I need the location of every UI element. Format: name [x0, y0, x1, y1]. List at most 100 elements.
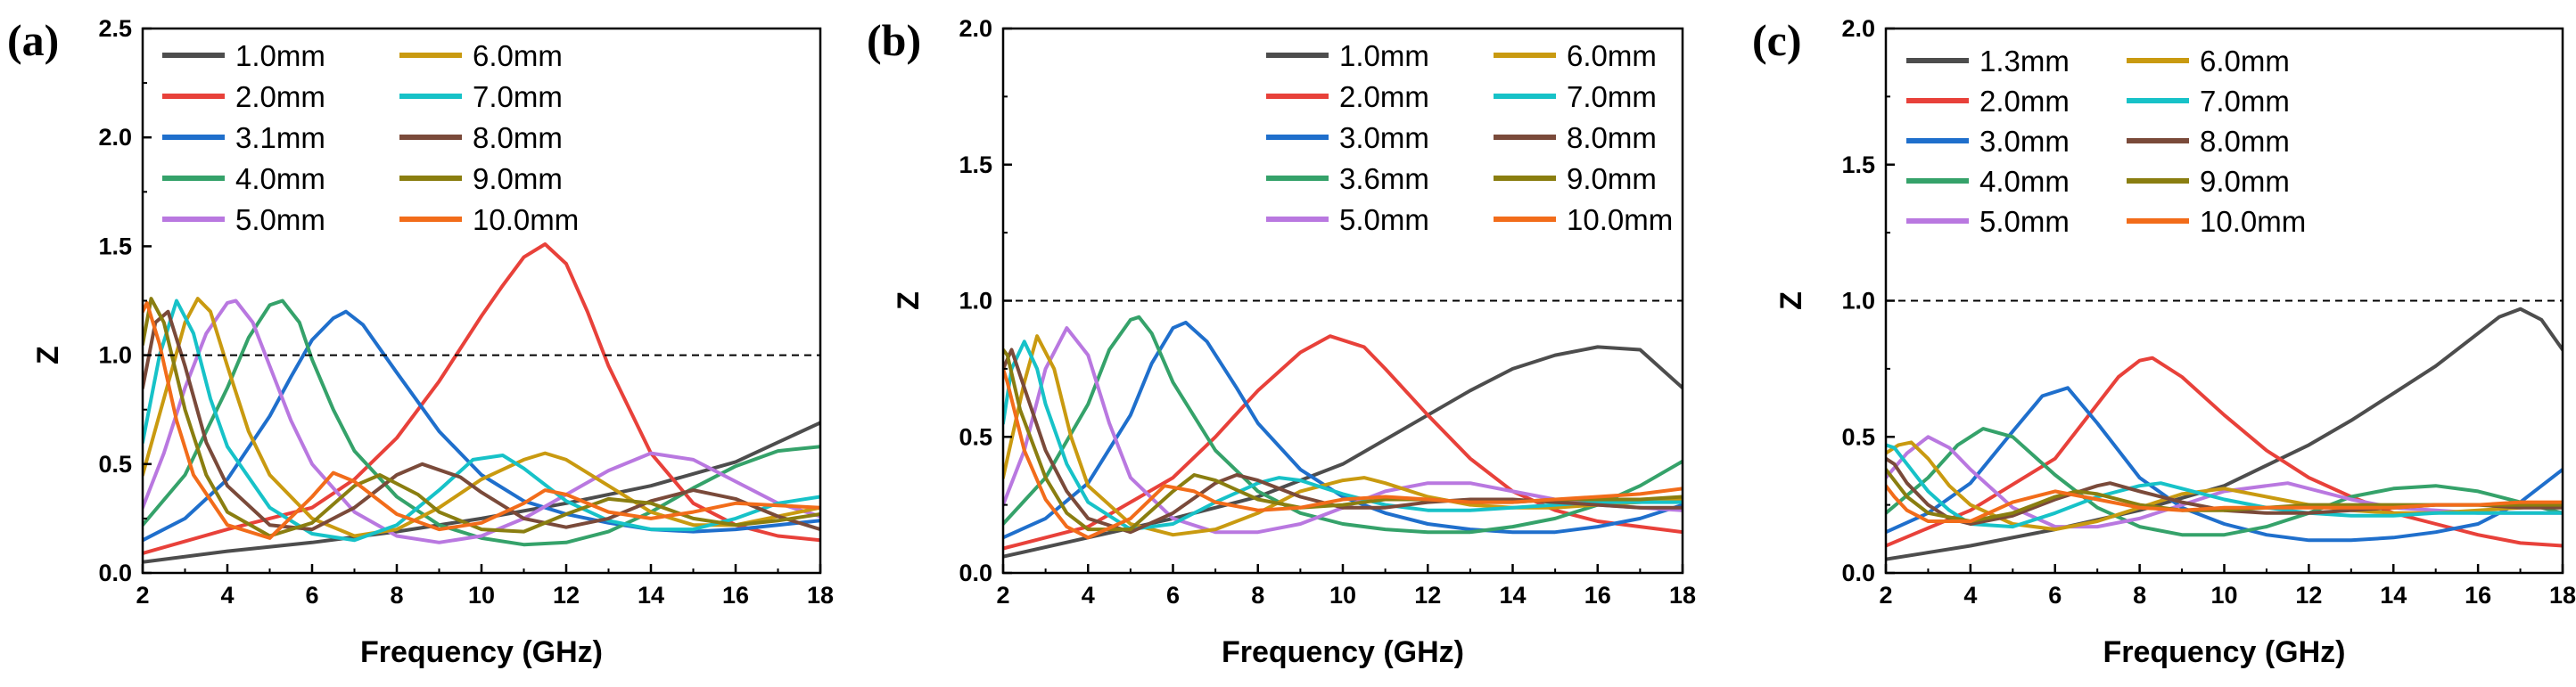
x-tick-label: 12: [2295, 582, 2322, 609]
series-line-1.0mm: [1003, 345, 1683, 559]
legend-entry: 6.0mm: [1567, 39, 1657, 72]
x-tick-label: 8: [1251, 582, 1264, 609]
y-tick-label: 2.5: [98, 15, 132, 42]
x-tick-label: 4: [1082, 582, 1095, 609]
series-line-5.0mm: [143, 299, 820, 544]
x-tick-label: 4: [1963, 582, 1977, 609]
legend: 1.3mm 2.0mm 3.0mm 4.0mm 5.0mm 6.0mm 7.0mm 8.0mm…: [1906, 45, 2306, 238]
legend-entry: 5.0mm: [1979, 205, 2070, 238]
series-line-2.0mm: [1886, 356, 2563, 548]
series-line-4.0mm: [1886, 427, 2563, 537]
legend-entry: 10.0mm: [473, 203, 579, 236]
y-tick-label: 1.5: [959, 151, 992, 178]
y-axis-title: Z: [31, 346, 65, 364]
y-tick-label: 0.0: [959, 560, 992, 586]
series-line-2.0mm: [143, 242, 820, 555]
legend-entry: 1.0mm: [235, 39, 325, 72]
legend-entry: 3.0mm: [1339, 121, 1429, 154]
series-line-3.0mm: [1003, 320, 1683, 540]
legend-entry: 10.0mm: [2200, 205, 2306, 238]
y-tick-label: 1.0: [1841, 288, 1875, 315]
x-tick-label: 18: [807, 582, 834, 609]
legend-entry: 2.0mm: [235, 80, 325, 113]
legend-entry: 9.0mm: [1567, 162, 1657, 195]
x-tick-label: 16: [1584, 582, 1611, 609]
panel-a: (a) 2 4 6 8 10 12 14 16 18 0.0 0.5 1.0 1.5 2.0 2.5 Frequ…: [7, 15, 834, 669]
x-tick-label: 2: [1879, 582, 1892, 609]
legend-entry: 3.6mm: [1339, 162, 1429, 195]
series-line-2.0mm: [1003, 334, 1683, 551]
y-axis-title: Z: [892, 291, 926, 310]
y-tick-label: 1.5: [98, 233, 132, 259]
legend: 1.0mm 2.0mm 3.0mm 3.6mm 5.0mm 6.0mm 7.0mm 8.0mm…: [1266, 39, 1673, 236]
x-axis-title: Frequency (GHz): [360, 635, 603, 669]
series-group: [143, 242, 820, 564]
x-tick-label: 14: [2380, 582, 2407, 609]
y-tick-label: 2.0: [98, 124, 132, 151]
y-tick-label: 0.5: [98, 451, 132, 478]
y-tick-label: 1.0: [959, 288, 992, 315]
legend-entry: 7.0mm: [2200, 85, 2290, 118]
series-line-10.0mm: [1003, 366, 1683, 540]
legend-entry: 8.0mm: [473, 121, 563, 154]
series-line-7.0mm: [1886, 443, 2563, 529]
x-tick-label: 6: [305, 582, 318, 609]
x-tick-label: 6: [2048, 582, 2062, 609]
x-tick-label: 18: [1669, 582, 1696, 609]
legend-entry: 10.0mm: [1567, 203, 1673, 236]
series-line-3.1mm: [143, 309, 820, 543]
panel-label: (a): [7, 15, 59, 65]
panel-label: (c): [1752, 15, 1802, 65]
legend-entry: 7.0mm: [1567, 80, 1657, 113]
series-line-10.0mm: [1886, 484, 2563, 523]
x-axis-title: Frequency (GHz): [2103, 635, 2345, 669]
legend-entry: 1.3mm: [1979, 45, 2070, 78]
legend-entry: 2.0mm: [1339, 80, 1429, 113]
y-tick-label: 0.0: [98, 560, 132, 586]
legend-entry: 3.1mm: [235, 121, 325, 154]
y-tick-label: 0.5: [959, 423, 992, 450]
x-tick-label: 12: [1414, 582, 1441, 609]
legend-entry: 9.0mm: [473, 162, 563, 195]
x-tick-label: 12: [553, 582, 580, 609]
x-tick-label: 8: [2133, 582, 2146, 609]
legend-entry: 4.0mm: [235, 162, 325, 195]
y-tick-label: 1.0: [98, 342, 132, 369]
x-tick-label: 10: [468, 582, 495, 609]
x-axis-title: Frequency (GHz): [1222, 635, 1464, 669]
x-tick-label: 14: [638, 582, 664, 609]
legend-entry: 8.0mm: [1567, 121, 1657, 154]
x-tick-label: 8: [390, 582, 403, 609]
x-tick-label: 16: [2465, 582, 2491, 609]
series-group: [1886, 307, 2563, 561]
series-line-6.0mm: [1003, 334, 1683, 537]
y-tick-label: 2.0: [1841, 15, 1875, 42]
y-tick-label: 2.0: [959, 15, 992, 42]
legend-entry: 8.0mm: [2200, 125, 2290, 158]
series-line-3.0mm: [1886, 386, 2563, 543]
legend-entry: 4.0mm: [1979, 165, 2070, 198]
series-line-7.0mm: [1003, 339, 1683, 532]
x-tick-label: 2: [996, 582, 1009, 609]
legend: 1.0mm 2.0mm 3.1mm 4.0mm 5.0mm 6.0mm 7.0mm 8.0mm…: [162, 39, 579, 236]
x-tick-label: 6: [1166, 582, 1180, 609]
x-tick-label: 2: [136, 582, 149, 609]
legend-entry: 2.0mm: [1979, 85, 2070, 118]
legend-entry: 5.0mm: [235, 203, 325, 236]
x-tick-label: 16: [722, 582, 749, 609]
x-tick-label: 10: [1329, 582, 1356, 609]
y-tick-label: 1.5: [1841, 151, 1875, 178]
series-line-1.0mm: [143, 421, 820, 564]
x-tick-label: 10: [2210, 582, 2237, 609]
panel-label: (b): [867, 15, 921, 65]
legend-entry: 6.0mm: [2200, 45, 2290, 78]
legend-entry: 7.0mm: [473, 80, 563, 113]
series-line-10.0mm: [143, 300, 820, 540]
series-line-5.0mm: [1886, 435, 2563, 529]
panel-c: (c) 2 4 6 8 10 12 14 16 18 0.0 0.5 1.0 1.5 2.0 Frequenc…: [1752, 15, 2576, 669]
x-tick-label: 4: [220, 582, 234, 609]
legend-entry: 3.0mm: [1979, 125, 2070, 158]
x-tick-label: 18: [2549, 582, 2576, 609]
series-line-5.0mm: [1003, 326, 1683, 535]
x-tick-label: 14: [1499, 582, 1526, 609]
